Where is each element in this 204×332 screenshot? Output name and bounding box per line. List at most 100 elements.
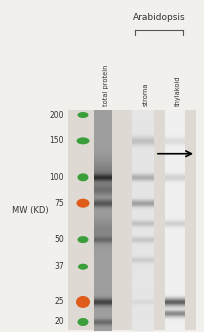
Bar (94, 146, 112, 147)
Bar (94, 227, 112, 228)
Bar (94, 172, 112, 173)
Bar (94, 323, 112, 324)
Bar (165, 285, 185, 286)
Bar (165, 320, 185, 321)
Bar (132, 118, 154, 119)
Bar (132, 251, 154, 252)
Bar (94, 235, 112, 236)
Bar (165, 285, 185, 286)
Bar (94, 126, 112, 127)
Bar (132, 173, 154, 174)
Bar (132, 190, 154, 191)
Bar (132, 114, 154, 115)
Bar (165, 279, 185, 280)
Bar (165, 257, 185, 258)
Bar (94, 177, 112, 178)
Bar (94, 296, 112, 297)
Bar (165, 169, 185, 170)
Bar (132, 179, 154, 180)
Bar (94, 145, 112, 146)
Bar (132, 306, 154, 307)
Bar (94, 246, 112, 247)
Bar (94, 221, 112, 222)
Bar (165, 302, 185, 303)
Bar (165, 319, 185, 320)
Bar (94, 225, 112, 226)
Bar (94, 261, 112, 262)
Bar (94, 131, 112, 132)
Bar (94, 308, 112, 309)
Bar (132, 167, 154, 168)
Bar (132, 128, 154, 129)
Bar (94, 182, 112, 183)
Bar (165, 110, 185, 111)
Bar (94, 150, 112, 151)
Bar (165, 246, 185, 247)
Bar (132, 122, 154, 123)
Bar (132, 162, 154, 163)
Bar (94, 321, 112, 322)
Bar (94, 171, 112, 172)
Bar (165, 314, 185, 315)
Bar (165, 160, 185, 161)
Bar (132, 244, 154, 245)
Bar (132, 222, 154, 223)
Bar (132, 261, 154, 262)
Bar (165, 267, 185, 268)
Bar (94, 188, 112, 189)
Bar (165, 126, 185, 127)
Bar (132, 177, 154, 178)
Bar (165, 147, 185, 148)
Bar (165, 200, 185, 201)
Bar (132, 137, 154, 138)
Bar (165, 191, 185, 192)
Bar (165, 143, 185, 144)
Bar (132, 212, 154, 213)
Bar (165, 208, 185, 209)
Bar (165, 303, 185, 304)
Bar (165, 224, 185, 225)
Bar (165, 304, 185, 305)
Bar (68, 110, 196, 330)
Bar (132, 326, 154, 327)
Bar (165, 311, 185, 312)
Bar (94, 283, 112, 284)
Bar (132, 187, 154, 188)
Bar (132, 237, 154, 238)
Bar (165, 304, 185, 305)
Bar (165, 225, 185, 226)
Bar (165, 248, 185, 249)
Bar (132, 174, 154, 175)
Bar (132, 291, 154, 292)
Bar (94, 256, 112, 257)
Bar (94, 281, 112, 282)
Bar (165, 180, 185, 181)
Bar (132, 146, 154, 147)
Bar (165, 126, 185, 127)
Text: 150: 150 (50, 136, 64, 145)
Bar (165, 264, 185, 265)
Bar (165, 113, 185, 114)
Bar (165, 276, 185, 277)
Bar (94, 284, 112, 285)
Bar (94, 156, 112, 157)
Bar (94, 207, 112, 208)
Bar (94, 189, 112, 190)
Bar (165, 239, 185, 240)
Bar (132, 258, 154, 259)
Bar (94, 253, 112, 254)
Bar (94, 154, 112, 155)
Bar (165, 301, 185, 302)
Bar (165, 145, 185, 146)
Bar (165, 305, 185, 306)
Bar (94, 179, 112, 180)
Bar (132, 188, 154, 189)
Bar (165, 243, 185, 244)
Bar (132, 145, 154, 146)
Bar (94, 177, 112, 178)
Bar (132, 185, 154, 186)
Bar (94, 151, 112, 152)
Bar (132, 153, 154, 154)
Bar (132, 175, 154, 176)
Bar (132, 140, 154, 141)
